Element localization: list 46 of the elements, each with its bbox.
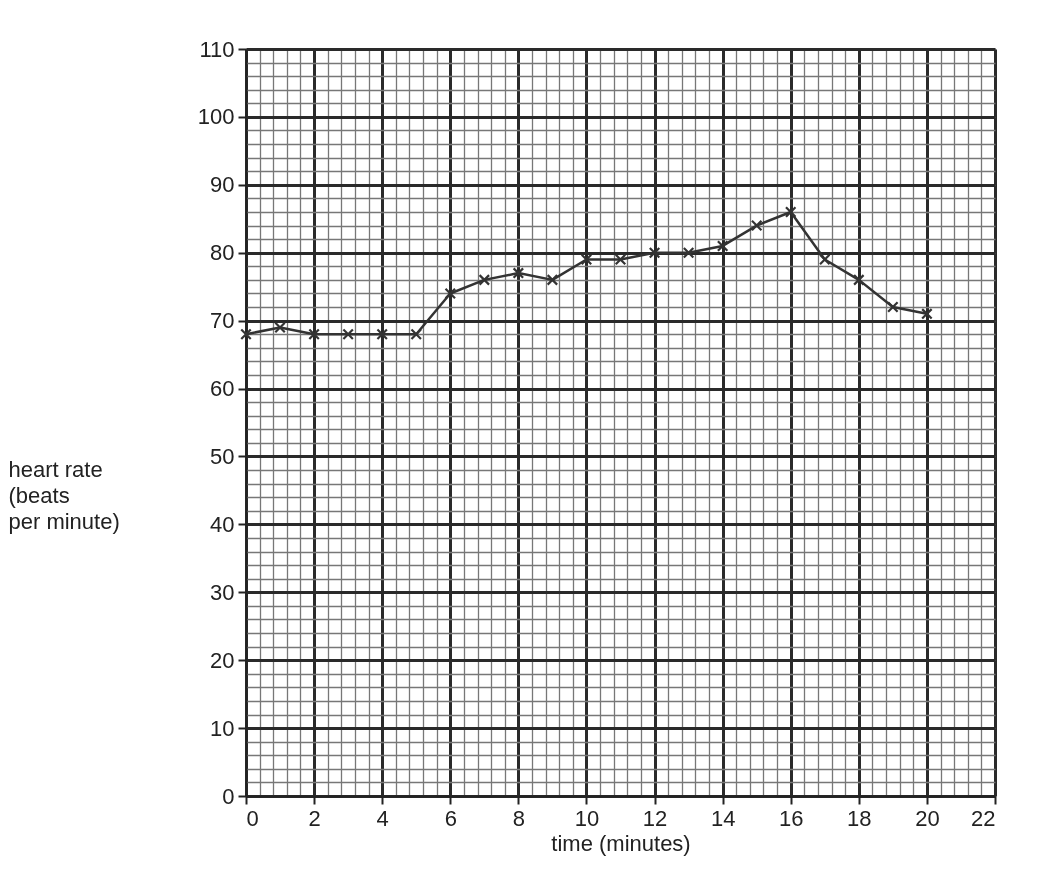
y-tick-label: 30	[210, 579, 235, 605]
y-tick-label: 10	[210, 715, 235, 741]
point	[512, 267, 525, 279]
point	[410, 328, 423, 341]
x-tick-label: 22	[971, 805, 996, 831]
point	[648, 246, 661, 259]
x-tick-label: 10	[574, 805, 600, 831]
point	[818, 253, 831, 266]
point	[240, 328, 252, 341]
point	[852, 274, 865, 286]
x-tick-label: 0	[246, 805, 259, 831]
point	[376, 328, 389, 341]
x-tick-label: 12	[642, 805, 668, 831]
y-tick-label: 90	[210, 172, 235, 198]
y-tick-label: 100	[197, 104, 235, 130]
y-tick-label: 60	[210, 376, 235, 402]
x-tick-label: 4	[376, 805, 389, 831]
x-tick-label: 16	[778, 805, 804, 831]
x-tick-label: 14	[710, 805, 736, 831]
y-tick-label: 40	[210, 511, 235, 537]
point	[444, 287, 457, 300]
point	[921, 308, 933, 320]
y-tick-label: 110	[199, 36, 235, 62]
point	[716, 240, 729, 252]
x-tick-label: 2	[308, 805, 321, 831]
point	[342, 328, 354, 341]
point	[887, 301, 899, 313]
y-tick-label: 0	[222, 783, 235, 809]
y-tick-label: 80	[210, 240, 235, 266]
y-axis-title: heart rate (beats per minute)	[8, 456, 120, 534]
point	[308, 328, 320, 341]
y-tick-label: 50	[210, 443, 235, 469]
x-tick-label: 18	[847, 805, 872, 831]
point	[682, 246, 695, 259]
point	[614, 253, 627, 266]
x-tick-label: 6	[444, 805, 457, 831]
x-tick-label: 8	[512, 805, 525, 831]
x-axis-title: time (minutes)	[551, 830, 691, 856]
point	[478, 274, 491, 286]
y-tick-label: 70	[210, 308, 235, 334]
point	[546, 274, 559, 286]
point	[784, 206, 797, 218]
y-tick-label: 20	[210, 647, 235, 673]
point	[580, 253, 593, 266]
point	[750, 219, 763, 232]
x-tick-label: 20	[915, 805, 940, 831]
